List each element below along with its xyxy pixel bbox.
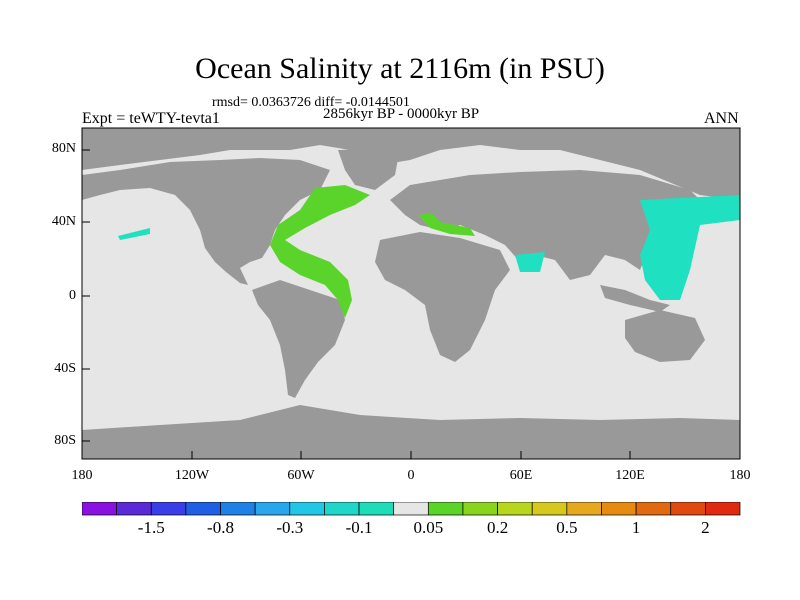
season-label: ANN bbox=[704, 110, 739, 127]
anomaly-arabian-sea bbox=[515, 252, 545, 272]
land-eurasia bbox=[390, 170, 705, 280]
lat-label-40s: 40S bbox=[54, 361, 76, 376]
anomaly-mediterranean bbox=[418, 213, 475, 236]
lat-label-40n: 40N bbox=[51, 214, 76, 229]
map-title: Ocean Salinity at 2116m (in PSU) bbox=[195, 52, 605, 85]
lon-label-180w: 180 bbox=[71, 468, 93, 483]
lon-label-60w: 60W bbox=[287, 468, 315, 483]
lon-label-0: 0 bbox=[407, 468, 415, 483]
map-panel bbox=[81, 127, 741, 460]
lat-label-80s: 80S bbox=[54, 433, 76, 448]
land-antarctica bbox=[82, 405, 740, 459]
anomaly-west-pacific bbox=[640, 195, 740, 300]
colorbar-swatch bbox=[324, 502, 360, 516]
land-africa bbox=[375, 232, 510, 362]
colorbar-swatch bbox=[393, 502, 429, 516]
colorbar-swatch bbox=[531, 502, 568, 516]
colorbar-swatch bbox=[566, 502, 602, 516]
colorbar-label: 0.5 bbox=[556, 518, 578, 537]
colorbar bbox=[82, 502, 741, 516]
colorbar-swatch bbox=[82, 502, 117, 516]
colorbar-label: 1 bbox=[631, 518, 641, 537]
colorbar-swatch bbox=[116, 502, 152, 516]
lon-label-120e: 120E bbox=[615, 468, 645, 483]
colorbar-label: 0.2 bbox=[486, 518, 509, 537]
colorbar-label: 0.05 bbox=[413, 518, 444, 537]
map-ticks bbox=[82, 149, 631, 459]
land-indonesia bbox=[600, 285, 670, 312]
anomaly-north-atlantic bbox=[270, 185, 370, 318]
experiment-label: Expt = teWTY-tevta1 bbox=[82, 110, 220, 127]
colorbar-swatch bbox=[601, 502, 637, 516]
land-arctic bbox=[82, 128, 740, 200]
land-south-america bbox=[252, 280, 345, 398]
colorbar-swatch bbox=[358, 502, 395, 516]
colorbar-swatch bbox=[289, 502, 325, 516]
lon-label-60e: 60E bbox=[509, 468, 533, 483]
lon-label-180e: 180 bbox=[729, 468, 751, 483]
colorbar-swatch bbox=[150, 502, 187, 516]
colorbar-swatch bbox=[670, 502, 706, 516]
lat-label-80n: 80N bbox=[51, 141, 76, 156]
lon-label-120w: 120W bbox=[174, 468, 210, 483]
colorbar-swatch bbox=[220, 502, 256, 516]
land-north-america bbox=[82, 158, 330, 285]
colorbar-label: -0.8 bbox=[207, 518, 234, 537]
stats-text: rmsd= 0.0363726 diff= -0.0144501 bbox=[212, 95, 410, 110]
colorbar-swatch bbox=[497, 502, 533, 516]
period-text: 2856kyr BP - 0000kyr BP bbox=[323, 106, 480, 122]
colorbar-swatch bbox=[185, 502, 221, 516]
colorbar-swatch bbox=[635, 502, 672, 516]
colorbar-label: -0.3 bbox=[276, 518, 304, 537]
land-australia bbox=[625, 310, 705, 362]
colorbar-swatch bbox=[705, 502, 741, 516]
colorbar-swatch bbox=[462, 502, 498, 516]
colorbar-label: -1.5 bbox=[137, 518, 165, 537]
colorbar-swatch bbox=[427, 502, 464, 516]
lat-label-eq: 0 bbox=[69, 288, 76, 303]
colorbar-swatch bbox=[254, 502, 291, 516]
colorbar-label: -0.1 bbox=[345, 518, 373, 537]
colorbar-label: 2 bbox=[701, 518, 710, 537]
land-greenland bbox=[338, 148, 400, 190]
anomaly-east-pacific bbox=[118, 228, 150, 240]
